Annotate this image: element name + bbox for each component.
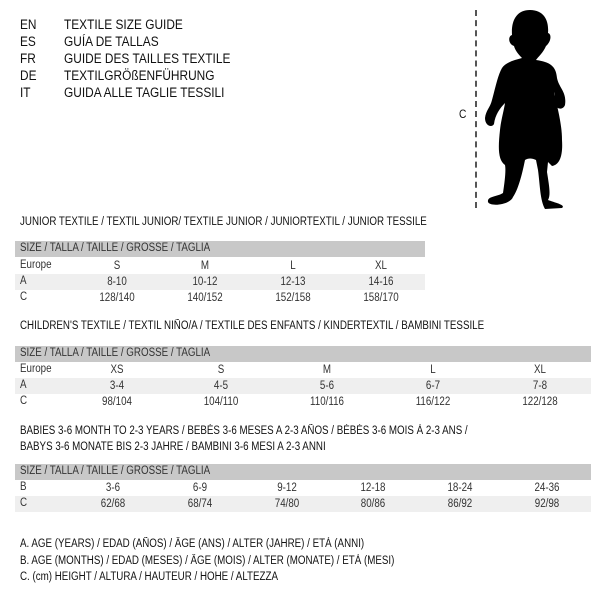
lang-es: ES GUÍA DE TALLAS <box>20 33 159 50</box>
cell: 110/116 <box>310 396 344 408</box>
cell: 128/140 <box>99 292 135 304</box>
lang-de: DE TEXTILGRÖßENFÜHRUNG <box>20 67 214 84</box>
row-label: A <box>20 379 27 391</box>
cell: 3-6 <box>105 482 121 494</box>
baby-silhouette-icon <box>485 10 566 209</box>
table-row: Europe XS S M L XL <box>15 362 591 378</box>
legend-c: C. (cm) HEIGHT / ALTURA / HAUTEUR / HÖHE… <box>20 571 278 583</box>
table-row: A 3-4 4-5 5-6 6-7 7-8 <box>15 378 591 394</box>
cell: 80/86 <box>360 498 386 510</box>
cell: 92/98 <box>534 498 560 510</box>
cell: 152/158 <box>275 292 311 304</box>
size-header-text: SIZE / TALLA / TAILLE / GRÖSSE / TAGLIA <box>20 347 211 359</box>
table-row: C 62/68 68/74 74/80 80/86 86/92 92/98 <box>15 496 591 512</box>
table-row: Europe S M L XL <box>15 258 425 274</box>
cell: 158/170 <box>363 292 399 304</box>
cell: 122/128 <box>522 396 558 408</box>
row-label: Europe <box>20 259 52 271</box>
row-label: A <box>20 275 27 287</box>
row-label: C <box>20 395 28 407</box>
cell: 3-4 <box>109 380 125 392</box>
cell: 8-10 <box>107 276 127 288</box>
cell: XL <box>375 260 387 272</box>
size-header-text: SIZE / TALLA / TAILLE / GRÖSSE / TAGLIA <box>20 242 211 254</box>
cell: 9-12 <box>277 482 297 494</box>
cell: S <box>113 260 121 272</box>
cell: 4-5 <box>213 380 229 392</box>
size-header-text: SIZE / TALLA / TAILLE / GRÖSSE / TAGLIA <box>20 465 211 477</box>
cell: XS <box>110 364 124 376</box>
row-label: C <box>20 497 28 509</box>
cell: 104/110 <box>203 396 239 408</box>
lang-code: IT <box>20 85 31 100</box>
cell: 24-36 <box>534 482 560 494</box>
lang-en: EN TEXTILE SIZE GUIDE <box>20 16 183 33</box>
cell: 12-18 <box>360 482 386 494</box>
lang-code: EN <box>20 17 37 32</box>
junior-size-header: SIZE / TALLA / TAILLE / GRÖSSE / TAGLIA <box>15 241 425 257</box>
lang-code: ES <box>20 34 36 49</box>
table-row: B 3-6 6-9 9-12 12-18 18-24 24-36 <box>15 480 591 496</box>
cell: 10-12 <box>192 276 218 288</box>
legend-a: A. AGE (YEARS) / EDAD (AÑOS) / ÂGE (ANS)… <box>20 538 365 550</box>
lang-code: DE <box>20 68 37 83</box>
height-line <box>475 10 477 208</box>
cell: 116/122 <box>415 396 451 408</box>
cell: 74/80 <box>274 498 300 510</box>
row-label: Europe <box>20 363 52 375</box>
lang-title: GUIDE DES TAILLES TEXTILE <box>64 51 231 66</box>
cell: 98/104 <box>102 396 132 408</box>
cell: 7-8 <box>532 380 548 392</box>
cell: XL <box>534 364 546 376</box>
row-label: C <box>20 291 28 303</box>
lang-title: GUÍA DE TALLAS <box>64 34 159 49</box>
babies-title-line1: BABIES 3-6 MONTH TO 2-3 YEARS / BEBÉS 3-… <box>20 425 468 437</box>
babies-size-header: SIZE / TALLA / TAILLE / GRÖSSE / TAGLIA <box>15 464 591 480</box>
cell: M <box>322 364 332 376</box>
children-title: CHILDREN'S TEXTILE / TEXTIL NIÑO/A / TEX… <box>20 320 485 332</box>
cell: 86/92 <box>447 498 473 510</box>
cell: 12-13 <box>280 276 306 288</box>
cell: 18-24 <box>447 482 473 494</box>
cell: S <box>217 364 225 376</box>
lang-code: FR <box>20 51 36 66</box>
cell: 6-9 <box>192 482 208 494</box>
lang-title: TEXTILE SIZE GUIDE <box>64 17 183 32</box>
table-row: A 8-10 10-12 12-13 14-16 <box>15 274 425 290</box>
cell: 14-16 <box>368 276 394 288</box>
legend-b: B. AGE (MONTHS) / EDAD (MESES) / ÂGE (MO… <box>20 555 395 567</box>
table-row: C 98/104 104/110 110/116 116/122 122/128 <box>15 394 591 410</box>
lang-it: IT GUIDA ALLE TAGLIE TESSILI <box>20 84 224 101</box>
children-size-header: SIZE / TALLA / TAILLE / GRÖSSE / TAGLIA <box>15 346 591 362</box>
cell: L <box>290 260 296 272</box>
junior-title: JUNIOR TEXTILE / TEXTIL JUNIOR/ TEXTILE … <box>20 216 427 228</box>
table-row: C 128/140 140/152 152/158 158/170 <box>15 290 425 306</box>
cell: L <box>430 364 436 376</box>
lang-fr: FR GUIDE DES TAILLES TEXTILE <box>20 50 230 67</box>
cell: 62/68 <box>100 498 126 510</box>
cell: 68/74 <box>187 498 213 510</box>
babies-title-line2: BABYS 3-6 MONATE BIS 2-3 JAHRE / BAMBINI… <box>20 441 326 453</box>
cell: 5-6 <box>319 380 335 392</box>
height-label: C <box>459 107 467 121</box>
cell: M <box>200 260 210 272</box>
lang-title: TEXTILGRÖßENFÜHRUNG <box>64 68 215 83</box>
cell: 140/152 <box>187 292 223 304</box>
cell: 6-7 <box>425 380 441 392</box>
lang-title: GUIDA ALLE TAGLIE TESSILI <box>64 85 225 100</box>
row-label: B <box>20 481 27 493</box>
